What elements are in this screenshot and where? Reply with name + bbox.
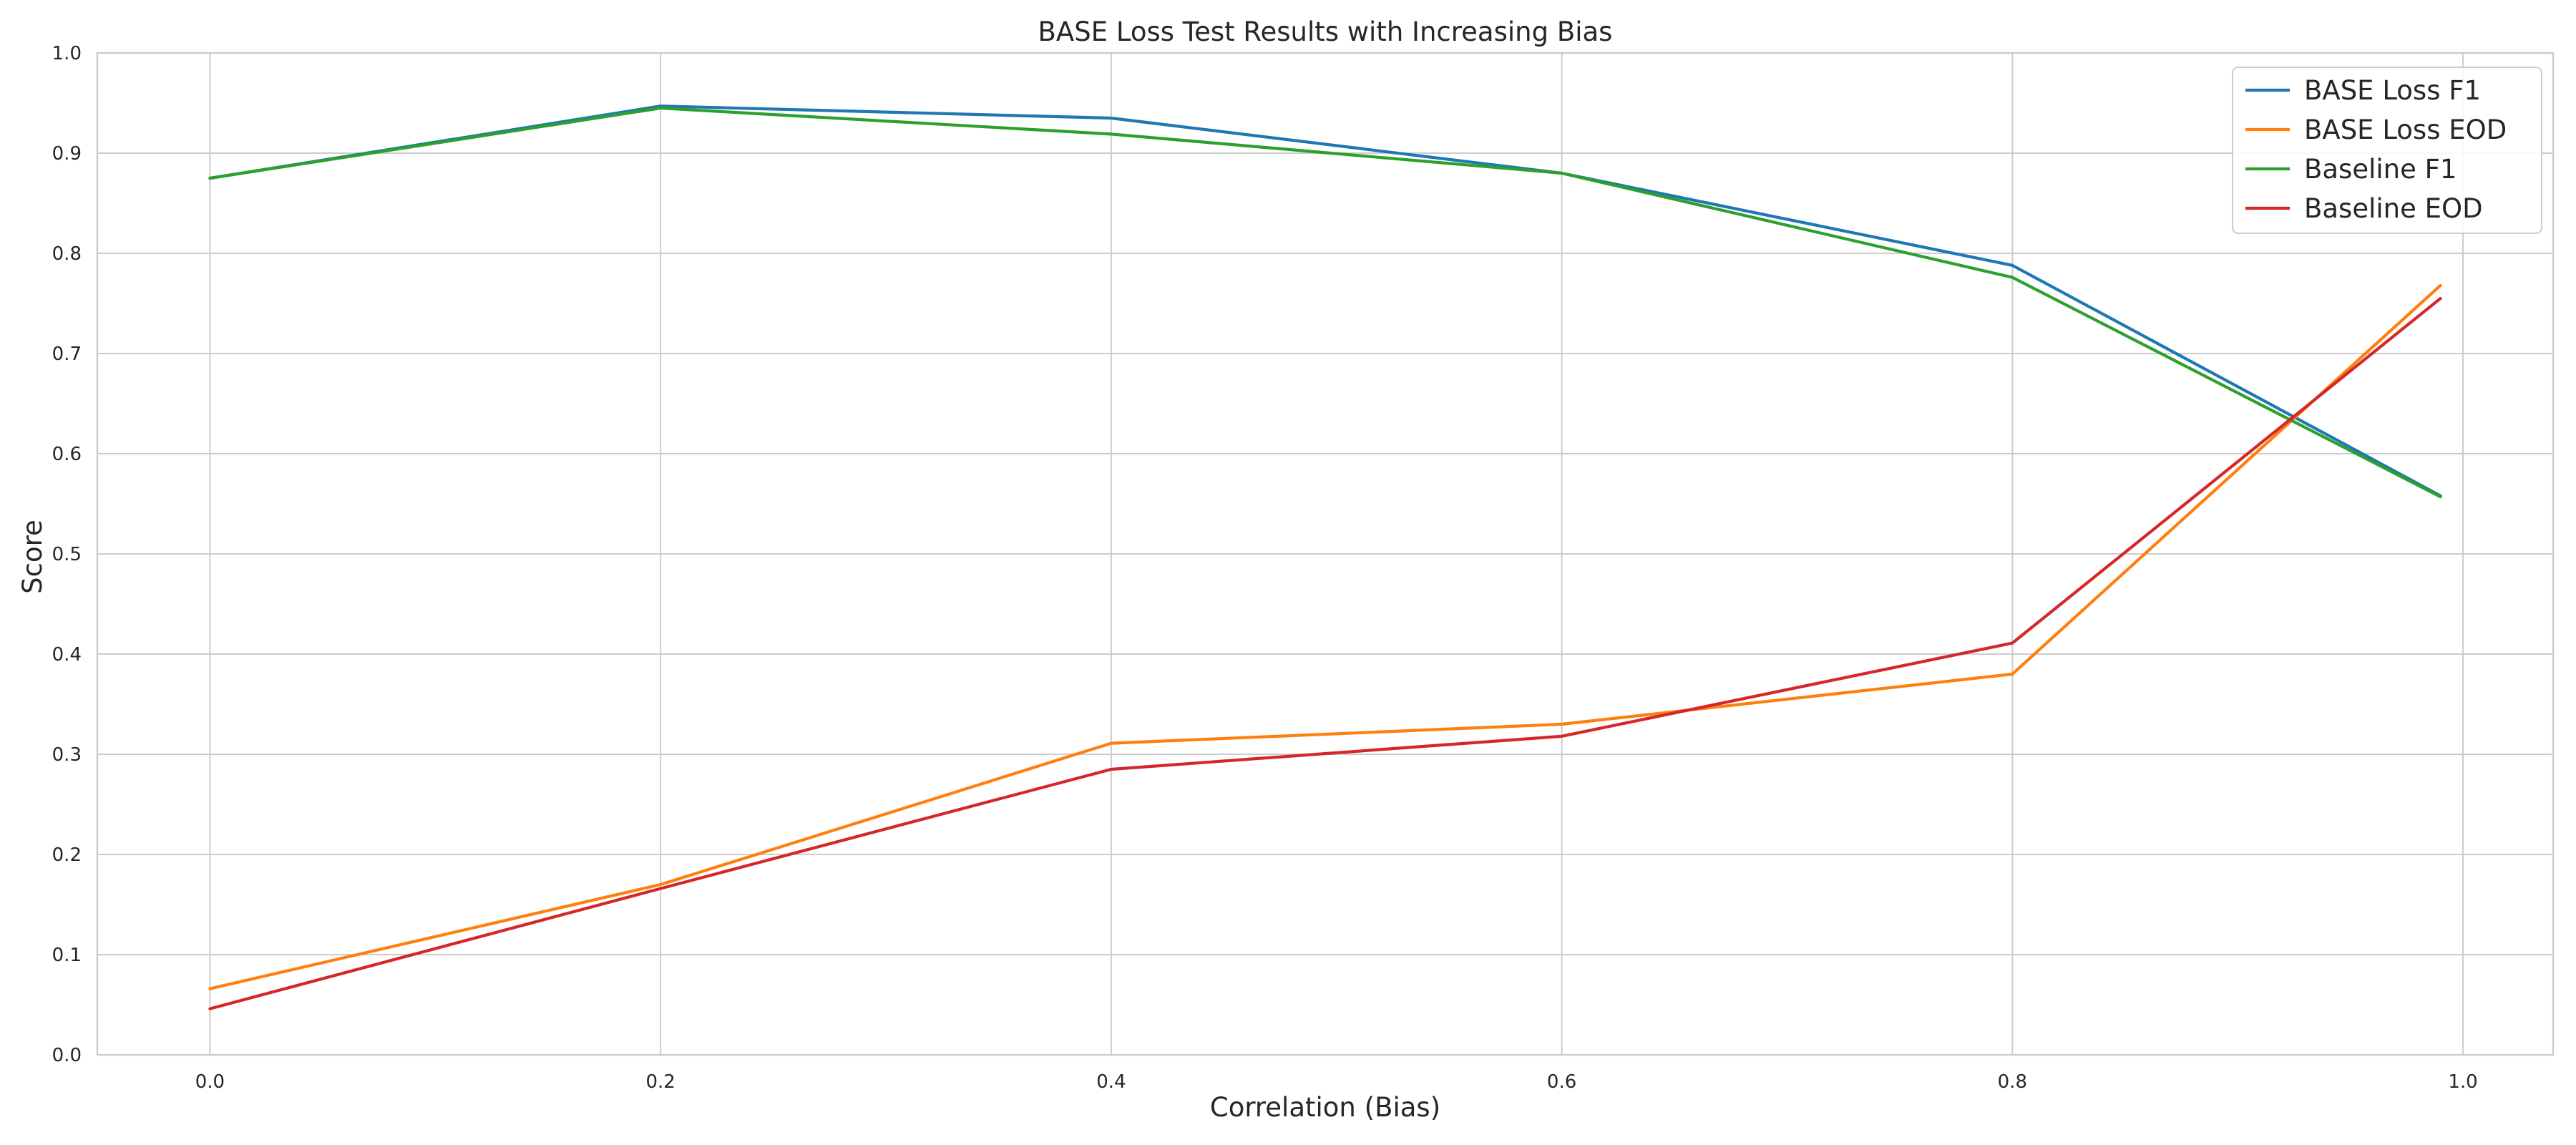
series-line-base-loss-eod: [208, 283, 2442, 990]
x-axis-label: Correlation (Bias): [1210, 1092, 1440, 1123]
legend: BASE Loss F1 BASE Loss EOD Baseline F1 Base…: [2232, 67, 2542, 234]
y-tick-label: 0.6: [52, 444, 82, 465]
series-layer: [208, 104, 2442, 1010]
chart-title: BASE Loss Test Results with Increasing B…: [1038, 16, 1613, 47]
tick-label-layer: 0.0 0.2 0.4 0.6 0.8 1.0 0.0 0.1 0.2 0.3 0.4 0.5 0.6 0…: [52, 43, 2478, 1093]
y-tick-label: 0.4: [52, 644, 82, 666]
y-tick-label: 0.5: [52, 544, 82, 565]
x-tick-label: 0.2: [645, 1071, 675, 1093]
legend-label-base-loss-f1: BASE Loss F1: [2304, 75, 2481, 106]
y-tick-label: 0.1: [52, 945, 82, 966]
x-tick-label: 0.0: [195, 1071, 225, 1093]
y-tick-label: 1.0: [52, 43, 82, 64]
series-line-baseline-eod: [208, 296, 2442, 1010]
series-line-baseline-f1: [208, 106, 2442, 499]
y-tick-label: 0.7: [52, 344, 82, 365]
x-tick-label: 0.8: [1998, 1071, 2027, 1093]
legend-label-baseline-f1: Baseline F1: [2304, 154, 2457, 185]
plot-border: [96, 52, 2555, 1056]
legend-box: [2232, 67, 2542, 234]
y-tick-label: 0.3: [52, 744, 82, 766]
x-tick-label: 0.4: [1096, 1071, 1126, 1093]
y-tick-label: 0.0: [52, 1045, 82, 1066]
y-tick-label: 0.8: [52, 243, 82, 265]
y-axis-label: Score: [17, 520, 48, 594]
x-tick-label: 0.6: [1547, 1071, 1576, 1093]
y-tick-label: 0.2: [52, 844, 82, 866]
series-line-base-loss-f1: [208, 104, 2442, 497]
legend-label-base-loss-eod: BASE Loss EOD: [2304, 114, 2507, 145]
x-tick-label: 1.0: [2448, 1071, 2477, 1093]
plot-frame: [96, 52, 2555, 1056]
legend-label-baseline-eod: Baseline EOD: [2304, 193, 2483, 224]
y-tick-label: 0.9: [52, 143, 82, 165]
grid-layer: [97, 52, 2553, 1056]
